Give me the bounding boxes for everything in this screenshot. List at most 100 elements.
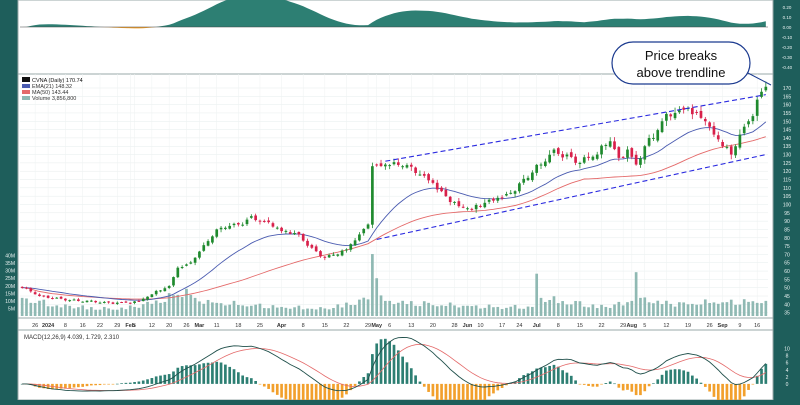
volume-bar — [531, 306, 534, 316]
macd-histogram-bar — [613, 383, 616, 385]
volume-bar — [621, 305, 625, 316]
candle-body — [167, 286, 171, 288]
macd-histogram-bar — [608, 381, 612, 384]
date-tick-label: 16 — [80, 323, 86, 329]
volume-bar — [466, 305, 469, 316]
candle-body — [396, 162, 400, 165]
volume-bar — [77, 307, 80, 316]
volume-bar — [686, 304, 690, 316]
candle-body — [150, 294, 154, 298]
volume-bar — [206, 299, 210, 316]
candle-body — [461, 206, 465, 208]
candle-body — [682, 107, 686, 110]
candle-body — [479, 205, 482, 207]
candle-body — [219, 227, 223, 230]
macd-histogram-bar — [621, 383, 625, 391]
volume-bar — [699, 304, 703, 316]
macd-histogram-bar — [185, 365, 188, 384]
volume-bar — [578, 301, 582, 316]
volume-tick-label: 20M — [5, 284, 15, 290]
candle-body — [90, 300, 93, 302]
candle-body — [327, 255, 331, 258]
date-tick-label: 20 — [166, 323, 172, 329]
ma50-line — [22, 136, 766, 300]
channel-lower-line — [376, 154, 766, 240]
candle-body — [241, 224, 245, 226]
macd-histogram-bar — [418, 381, 422, 384]
volume-bar — [366, 299, 370, 316]
macd-histogram-bar — [314, 383, 318, 405]
candle-body — [405, 165, 409, 168]
candle-body — [33, 292, 37, 295]
macd-histogram-bar — [211, 362, 214, 384]
volume-tick-label: 35M — [5, 261, 15, 267]
macd-histogram-bar — [150, 378, 154, 384]
volume-bar — [448, 302, 452, 316]
callout-line-2: above trendline — [637, 65, 726, 80]
candle-body — [211, 236, 214, 243]
volume-bar — [349, 305, 353, 316]
candle-body — [487, 199, 491, 202]
candle-body — [526, 177, 530, 181]
volume-bar — [379, 295, 383, 316]
macd-histogram-bar — [639, 383, 642, 396]
candle-body — [587, 156, 590, 158]
macd-histogram-bar — [353, 383, 357, 386]
macd-histogram-bar — [652, 383, 655, 384]
candle-body — [55, 297, 59, 299]
candle-body — [301, 233, 305, 241]
volume-bar — [725, 302, 729, 316]
price-tick-label: 145 — [783, 128, 792, 134]
macd-histogram-bar — [271, 383, 275, 393]
macd-histogram-bar — [461, 383, 465, 405]
volume-bar — [59, 307, 63, 316]
price-tick-label: 100 — [783, 202, 792, 208]
volume-tick-label: 10M — [5, 299, 15, 305]
macd-histogram-bar — [695, 378, 698, 384]
volume-bar — [652, 303, 655, 316]
macd-histogram-bar — [46, 383, 50, 389]
candle-body — [249, 216, 253, 218]
callout-line-1: Price breaks — [645, 48, 718, 63]
candle-body — [582, 157, 586, 163]
volume-bar — [665, 300, 668, 316]
candle-body — [643, 146, 647, 160]
date-tick-label: Jul — [533, 323, 541, 329]
candle-body — [137, 300, 141, 302]
macd-histogram-bar — [349, 383, 353, 391]
date-tick-label: 11 — [214, 323, 220, 329]
price-tick-label: 45 — [784, 294, 790, 300]
oscillator-tick-label: -0.30 — [782, 55, 793, 60]
candle-body — [206, 241, 210, 246]
macd-histogram-bar — [198, 364, 201, 384]
macd-histogram-bar — [115, 383, 119, 385]
macd-histogram-bar — [219, 362, 223, 384]
date-tick-label: 29 — [114, 323, 120, 329]
candle-body — [163, 288, 167, 292]
macd-histogram-bar — [440, 383, 443, 405]
candle-body — [85, 300, 89, 303]
candle-body — [669, 114, 673, 117]
candle-body — [25, 287, 28, 289]
macd-histogram-bar — [453, 383, 456, 405]
candle-body — [267, 220, 270, 223]
volume-bar — [319, 307, 322, 316]
volume-bar — [591, 304, 595, 316]
volume-bar — [708, 302, 711, 316]
volume-bar — [742, 299, 746, 316]
candle-body — [729, 146, 733, 155]
volume-tick-label: 40M — [5, 254, 15, 260]
candle-body — [232, 223, 236, 226]
candle-body — [600, 145, 603, 155]
macd-histogram-bar — [422, 383, 426, 387]
volume-bar — [690, 303, 694, 316]
volume-bar — [405, 304, 409, 316]
macd-histogram-bar — [703, 383, 707, 387]
volume-bar — [306, 308, 309, 316]
macd-tick-label: 4 — [786, 368, 789, 374]
macd-histogram-bar — [414, 375, 417, 384]
volume-bar — [479, 308, 482, 316]
macd-histogram-bar — [241, 375, 245, 384]
macd-histogram-bar — [678, 369, 681, 384]
channel-upper-line — [385, 94, 766, 162]
